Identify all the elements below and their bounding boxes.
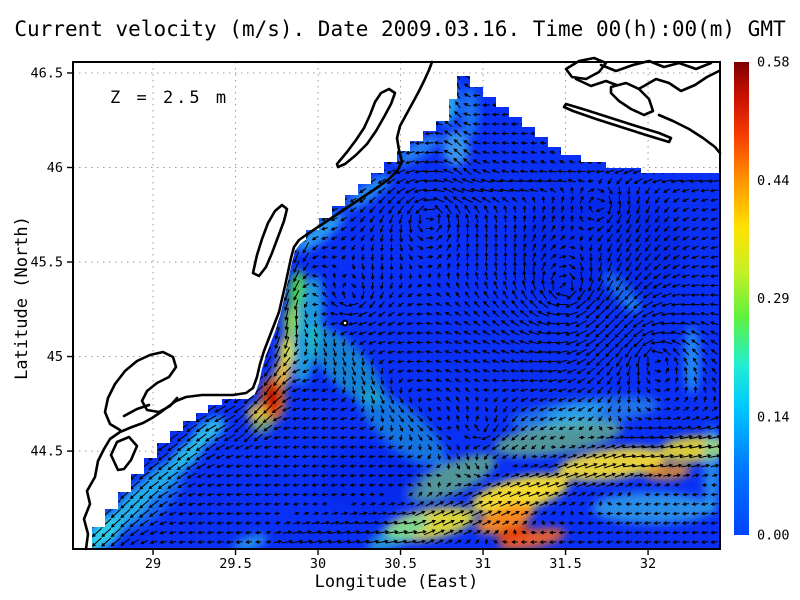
speed-patch	[407, 453, 497, 503]
speed-patch	[443, 130, 469, 166]
y-tick-label: 44.5	[30, 444, 63, 460]
coastline-path	[335, 87, 397, 169]
colorbar-tick-label: 0.14	[757, 409, 790, 425]
speed-patch	[545, 402, 605, 422]
y-tick-label: 45	[47, 349, 63, 365]
speed-patch	[592, 492, 712, 524]
speed-patch	[295, 212, 345, 252]
coastline-layer	[82, 56, 722, 551]
colorbar-tick-label: 0.00	[757, 528, 790, 544]
y-tick-label: 45.5	[30, 255, 63, 271]
axis-tick-labels: 29 29.5 30 30.5 31 31.5 32 44.5 45 45.5 46 46.5	[30, 65, 656, 572]
coastline-path	[562, 102, 673, 144]
x-tick-label: 30.5	[384, 556, 417, 572]
coastline-path	[599, 59, 713, 73]
speed-patch	[315, 445, 425, 515]
speed-patch	[703, 425, 720, 515]
x-tick-label: 31.5	[549, 556, 582, 572]
x-axis-label: Longitude (East)	[314, 572, 479, 592]
y-tick-label: 46	[47, 160, 63, 176]
plot-frame	[72, 61, 721, 550]
coastline-path	[109, 435, 139, 472]
coastline-path	[251, 203, 289, 278]
colorbar: 0.00 0.14 0.29 0.44 0.58	[734, 55, 790, 544]
x-tick-label: 30	[310, 556, 326, 572]
snake-island-marker-center	[343, 321, 347, 325]
coastline-path	[574, 69, 721, 95]
x-tick-label: 31	[475, 556, 491, 572]
speed-patch	[498, 528, 566, 549]
chart-title: Current velocity (m/s). Date 2009.03.16.…	[14, 17, 786, 41]
coastline-path	[122, 403, 151, 418]
colorbar-gradient	[734, 62, 749, 535]
speed-patch	[436, 76, 458, 124]
coastline-path	[103, 350, 179, 432]
colorbar-tick-label: 0.44	[757, 173, 790, 189]
speed-patch	[357, 389, 447, 467]
y-tick-label: 46.5	[30, 65, 63, 81]
depth-annotation: Z = 2.5 m	[110, 88, 230, 108]
coastline-path	[657, 113, 722, 155]
coastline-path	[564, 56, 608, 81]
colorbar-tick-label: 0.29	[757, 291, 790, 307]
coastline-path	[609, 81, 655, 117]
speed-patch	[496, 525, 530, 541]
speed-patch	[232, 535, 268, 549]
y-axis-label: Latitude (North)	[12, 216, 32, 380]
colorbar-tick-label: 0.58	[757, 55, 790, 71]
x-tick-label: 32	[640, 556, 656, 572]
speed-patch	[367, 515, 429, 549]
x-tick-label: 29	[145, 556, 161, 572]
axis-ticks	[67, 72, 649, 555]
x-tick-label: 29.5	[219, 556, 252, 572]
coastline-path	[82, 60, 434, 551]
speed-patch	[395, 134, 441, 166]
